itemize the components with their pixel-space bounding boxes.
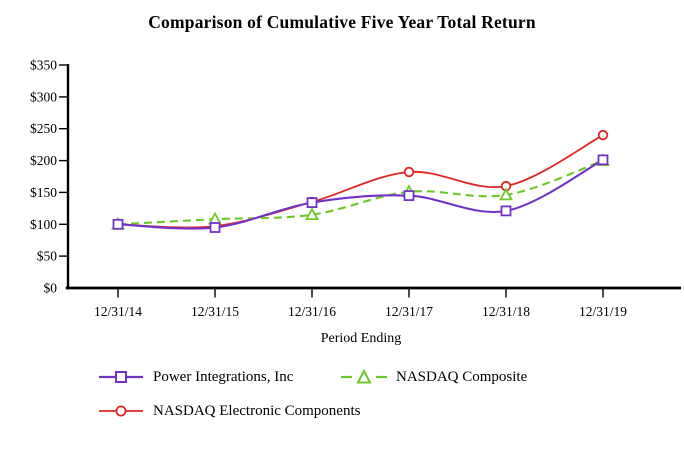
marker-circle-nasdaq-electronic-components — [597, 129, 609, 141]
x-axis-title: Period Ending — [321, 331, 402, 346]
y-tick-label: $100 — [30, 217, 57, 232]
legend-label-nasdaq-composite: NASDAQ Composite — [396, 368, 528, 385]
legend-label-nasdaq-electronic-components: NASDAQ Electronic Components — [153, 402, 361, 419]
legend-item-power-integrations: Power Integrations, Inc — [98, 368, 293, 386]
legend-item-nasdaq-composite: NASDAQ Composite — [341, 368, 527, 386]
y-tick-label: $300 — [30, 89, 57, 104]
y-tick-label: $50 — [37, 249, 58, 264]
x-tick-label: 12/31/19 — [579, 304, 627, 319]
series-line-nasdaq-composite — [117, 159, 604, 226]
marker-triangle-nasdaq-composite — [499, 187, 513, 201]
legend-label-power-integrations: Power Integrations, Inc — [153, 368, 294, 385]
x-tick-label: 12/31/16 — [288, 304, 336, 319]
series-line-nasdaq-electronic-components — [117, 134, 604, 229]
marker-triangle-nasdaq-composite — [305, 207, 319, 220]
y-tick-label: $250 — [30, 121, 57, 136]
marker-square-power-integrations-inc — [500, 205, 512, 217]
marker-square-power-integrations-inc — [403, 190, 415, 202]
legend-swatch-solid-circle-icon — [99, 405, 143, 417]
line-chart-plot: $0 $50 $100 $150 $200 $250 $300 $350 12/31/14 12/… — [30, 58, 681, 346]
marker-square-power-integrations-inc — [597, 154, 609, 166]
marker-square-power-integrations-inc — [306, 197, 318, 209]
series-line-power-integrations-inc — [117, 158, 604, 230]
x-tick-label: 12/31/18 — [482, 304, 530, 319]
legend-swatch-solid-square-icon — [99, 371, 143, 383]
marker-square-power-integrations-inc — [112, 218, 124, 230]
legend-swatch-dashed-triangle-icon — [341, 369, 387, 384]
y-tick-label: $200 — [30, 153, 57, 168]
y-tick-label: $150 — [30, 185, 57, 200]
marker-circle-nasdaq-electronic-components — [403, 166, 415, 178]
chart-title: Comparison of Cumulative Five Year Total… — [148, 12, 536, 32]
y-tick-label: $0 — [44, 281, 58, 296]
x-tick-label: 12/31/17 — [385, 304, 433, 319]
y-tick-label: $350 — [30, 58, 57, 73]
x-tick-label: 12/31/14 — [94, 304, 142, 319]
x-tick-label: 12/31/15 — [191, 304, 239, 319]
marker-square-power-integrations-inc — [209, 222, 221, 233]
legend-item-nasdaq-electronic-components: NASDAQ Electronic Components — [98, 402, 360, 420]
